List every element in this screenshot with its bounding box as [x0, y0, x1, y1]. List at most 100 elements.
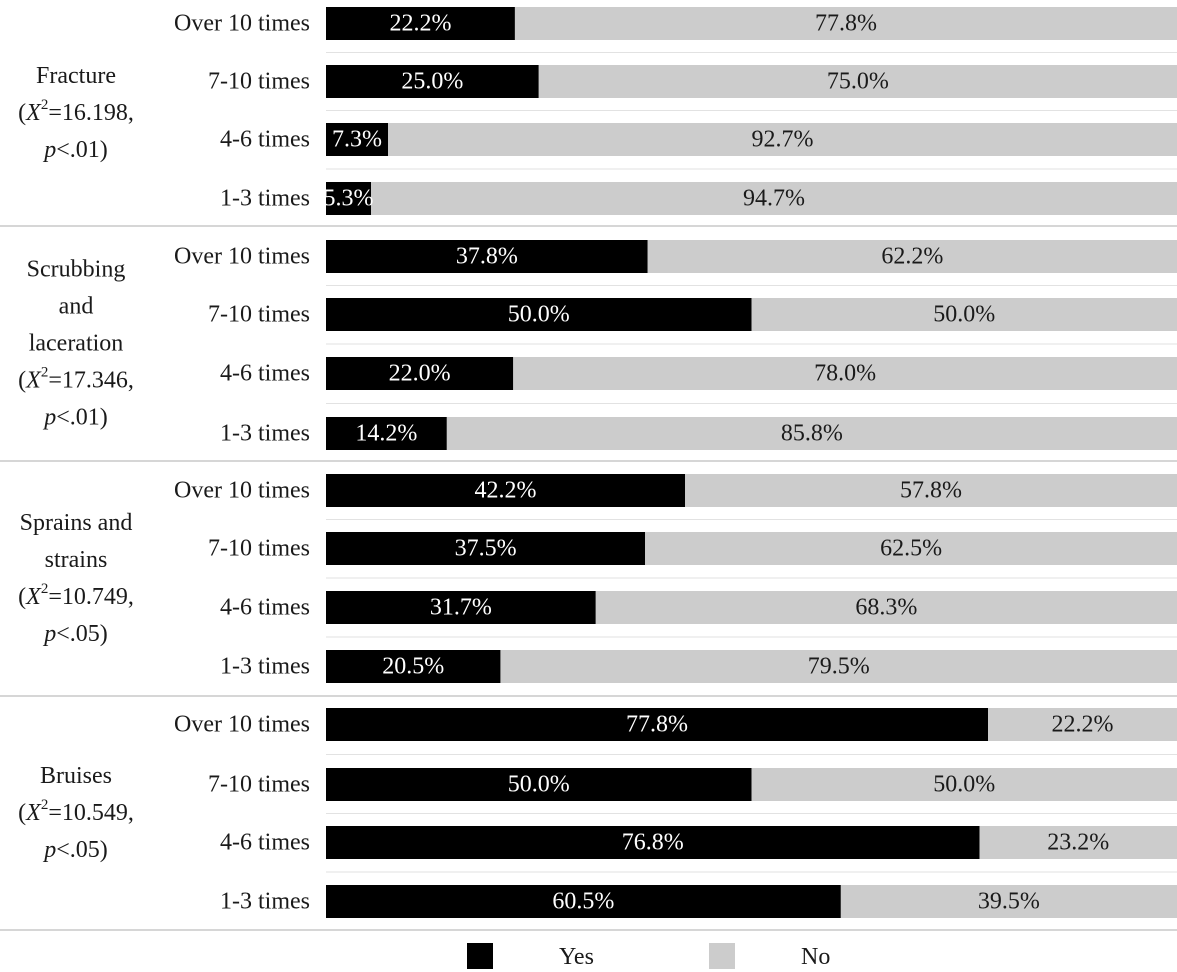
row-label: 7-10 times — [208, 772, 310, 798]
legend-swatch-no — [709, 943, 735, 969]
legend-label-yes: Yes — [559, 944, 594, 970]
bar-yes — [326, 182, 372, 215]
category-label: Fracture — [36, 63, 116, 89]
no-value-label: 78.0% — [814, 361, 876, 387]
no-value-label: 62.2% — [881, 244, 943, 270]
yes-value-label: 50.0% — [508, 302, 570, 328]
yes-value-label: 31.7% — [430, 595, 492, 621]
bar-no — [645, 532, 1177, 565]
legend-swatch-yes — [467, 943, 493, 969]
row-label: Over 10 times — [174, 712, 310, 738]
bar-no — [595, 591, 1177, 624]
bar-no — [513, 357, 1177, 390]
yes-value-label: 37.8% — [456, 244, 518, 270]
yes-value-label: 22.0% — [389, 361, 451, 387]
yes-value-label: 37.5% — [455, 536, 517, 562]
yes-value-label: 20.5% — [382, 654, 444, 680]
chi-square-label: (X2=17.346, — [18, 365, 134, 394]
row-label: 1-3 times — [220, 421, 310, 447]
no-value-label: 57.8% — [900, 478, 962, 504]
row-label: 7-10 times — [208, 302, 310, 328]
chi-square-label: (X2=10.749, — [18, 581, 134, 610]
no-value-label: 77.8% — [815, 11, 877, 37]
bar-yes — [326, 417, 447, 450]
bar-yes — [326, 65, 539, 98]
yes-value-label: 14.2% — [355, 421, 417, 447]
row-label: 7-10 times — [208, 69, 310, 95]
category-label: Bruises — [40, 763, 112, 789]
row-label: 4-6 times — [220, 830, 310, 856]
no-value-label: 85.8% — [781, 421, 843, 447]
no-value-label: 50.0% — [933, 302, 995, 328]
category-label: and — [59, 294, 94, 320]
row-label: 1-3 times — [220, 889, 310, 915]
category-label: Sprains and — [20, 510, 133, 536]
bar-no — [840, 885, 1177, 918]
no-value-label: 79.5% — [808, 654, 870, 680]
bar-no — [514, 7, 1177, 40]
chi-square-label: (X2=16.198, — [18, 97, 134, 126]
bar-yes — [326, 826, 980, 859]
bar-no — [538, 65, 1177, 98]
bar-no — [979, 826, 1177, 859]
bar-no — [371, 182, 1177, 215]
category-label: laceration — [29, 331, 124, 357]
row-label: 4-6 times — [220, 595, 310, 621]
p-value-label: p<.01) — [42, 137, 108, 163]
row-label: Over 10 times — [174, 244, 310, 270]
no-value-label: 22.2% — [1052, 712, 1114, 738]
row-label: 1-3 times — [220, 186, 310, 212]
no-value-label: 23.2% — [1047, 830, 1109, 856]
row-label: Over 10 times — [174, 478, 310, 504]
row-label: 4-6 times — [220, 127, 310, 153]
bar-yes — [326, 591, 596, 624]
p-value-label: p<.05) — [42, 621, 108, 647]
yes-value-label: 25.0% — [401, 69, 463, 95]
row-label: Over 10 times — [174, 11, 310, 37]
bar-yes — [326, 240, 648, 273]
no-value-label: 50.0% — [933, 772, 995, 798]
bar-yes — [326, 123, 389, 156]
p-value-label: p<.05) — [42, 837, 108, 863]
legend-label-no: No — [801, 944, 830, 970]
row-label: 1-3 times — [220, 654, 310, 680]
yes-value-label: 7.3% — [332, 127, 382, 153]
bar-no — [685, 474, 1177, 507]
yes-value-label: 60.5% — [552, 889, 614, 915]
yes-value-label: 22.2% — [389, 11, 451, 37]
bar-yes — [326, 532, 646, 565]
row-label: 4-6 times — [220, 361, 310, 387]
row-label: 7-10 times — [208, 536, 310, 562]
yes-value-label: 5.3% — [324, 186, 374, 212]
yes-value-label: 77.8% — [626, 712, 688, 738]
category-label: strains — [45, 547, 108, 573]
bar-no — [751, 768, 1177, 801]
bar-yes — [326, 708, 989, 741]
bar-yes — [326, 474, 686, 507]
bar-yes — [326, 298, 752, 331]
bar-no — [751, 298, 1177, 331]
category-label: Scrubbing — [27, 257, 126, 283]
bar-yes — [326, 885, 841, 918]
bar-yes — [326, 650, 501, 683]
no-value-label: 62.5% — [880, 536, 942, 562]
no-value-label: 92.7% — [752, 127, 814, 153]
bar-no — [647, 240, 1177, 273]
bar-yes — [326, 768, 752, 801]
bar-no — [500, 650, 1177, 683]
no-value-label: 75.0% — [827, 69, 889, 95]
no-value-label: 39.5% — [978, 889, 1040, 915]
yes-value-label: 76.8% — [622, 830, 684, 856]
bar-no — [446, 417, 1177, 450]
bar-yes — [326, 357, 514, 390]
p-value-label: p<.01) — [42, 405, 108, 431]
chi-square-label: (X2=10.549, — [18, 797, 134, 826]
yes-value-label: 42.2% — [475, 478, 537, 504]
no-value-label: 94.7% — [743, 186, 805, 212]
no-value-label: 68.3% — [855, 595, 917, 621]
bar-no — [388, 123, 1177, 156]
yes-value-label: 50.0% — [508, 772, 570, 798]
bar-yes — [326, 7, 515, 40]
bar-no — [988, 708, 1177, 741]
